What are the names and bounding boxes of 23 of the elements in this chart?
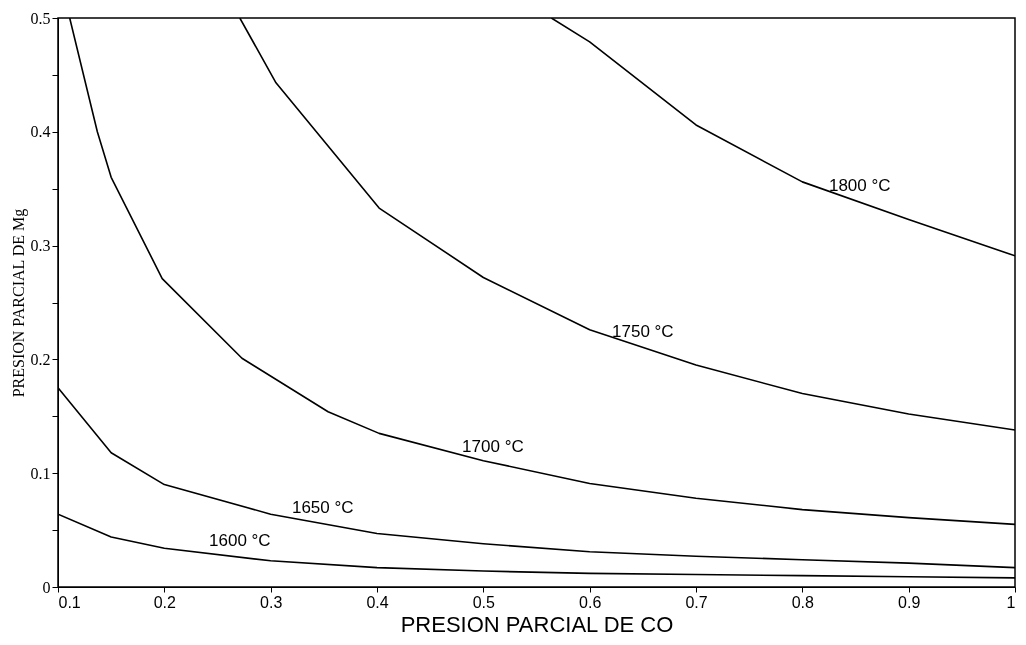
y-tick-label: 0.1 <box>30 464 51 482</box>
y-tick-label: 0.2 <box>30 350 51 368</box>
x-tick-label: 0.2 <box>153 593 177 611</box>
annotation: 1700 °C <box>462 436 524 456</box>
x-tick-label: 0.1 <box>58 593 81 611</box>
annotation: 1800 °C <box>828 176 891 196</box>
annotation: 1600 °C <box>209 531 271 551</box>
x-tick-label: 0.5 <box>472 593 496 611</box>
x-tick-label: 0.3 <box>260 593 283 611</box>
x-tick-label: 1 <box>1006 593 1016 611</box>
y-tick-label: 0.4 <box>30 123 51 141</box>
x-axis-title: PRESION PARCIAL DE CO <box>400 611 674 637</box>
y-axis-title: PRESION PARCIAL DE Mg <box>9 208 28 398</box>
y-tick-label: 0.3 <box>30 237 51 255</box>
annotation: 1650 °C <box>291 498 354 518</box>
x-tick-label: 0.7 <box>685 593 708 611</box>
x-tick-label: 0.9 <box>898 593 921 611</box>
y-tick-label: 0.5 <box>30 9 51 27</box>
y-tick-label: 0 <box>42 578 51 596</box>
x-tick-label: 0.8 <box>791 593 815 611</box>
annotation: 1750 °C <box>612 322 674 342</box>
x-tick-label: 0.4 <box>366 593 389 611</box>
x-tick-label: 0.6 <box>579 593 602 611</box>
